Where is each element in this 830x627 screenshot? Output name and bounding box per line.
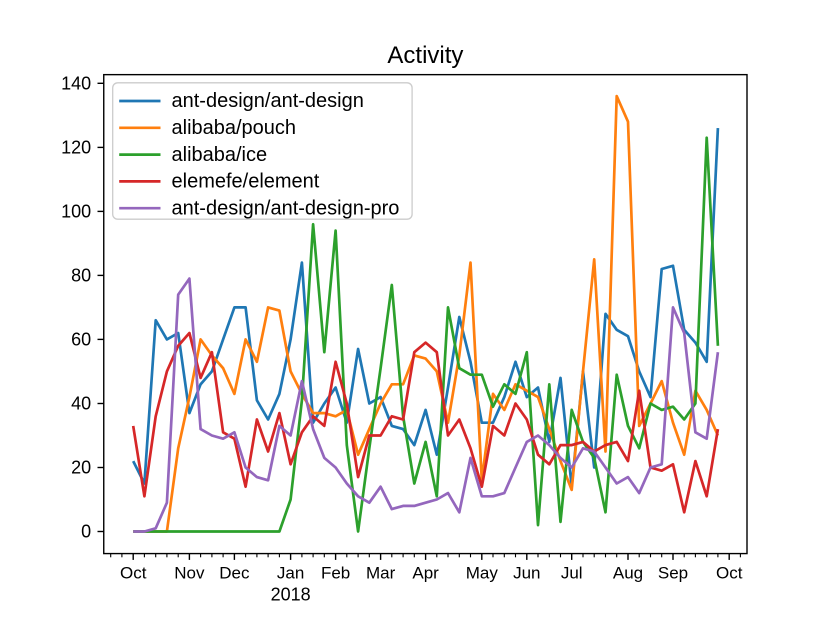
svg-text:Apr: Apr: [412, 564, 439, 583]
svg-text:Oct: Oct: [120, 564, 147, 583]
svg-text:elemefe/element: elemefe/element: [172, 171, 320, 193]
svg-text:Nov: Nov: [174, 564, 205, 583]
svg-text:Feb: Feb: [321, 564, 350, 583]
svg-text:40: 40: [71, 394, 91, 414]
svg-text:ant-design/ant-design: ant-design/ant-design: [172, 90, 364, 112]
svg-text:120: 120: [61, 138, 91, 158]
svg-text:Activity: Activity: [387, 42, 463, 69]
svg-text:80: 80: [71, 266, 91, 286]
svg-text:2018: 2018: [271, 585, 311, 605]
svg-text:Mar: Mar: [366, 564, 396, 583]
svg-text:alibaba/ice: alibaba/ice: [172, 144, 268, 166]
svg-text:Dec: Dec: [219, 564, 250, 583]
svg-text:Jul: Jul: [561, 564, 583, 583]
svg-text:Jan: Jan: [277, 564, 304, 583]
svg-text:alibaba/pouch: alibaba/pouch: [172, 117, 297, 139]
svg-text:Oct: Oct: [716, 564, 743, 583]
svg-text:0: 0: [81, 522, 91, 542]
svg-text:140: 140: [61, 74, 91, 94]
svg-text:Jun: Jun: [513, 564, 540, 583]
svg-text:ant-design/ant-design-pro: ant-design/ant-design-pro: [172, 197, 400, 219]
svg-text:May: May: [466, 564, 499, 583]
svg-text:100: 100: [61, 202, 91, 222]
svg-text:60: 60: [71, 330, 91, 350]
svg-text:Aug: Aug: [613, 564, 643, 583]
svg-text:20: 20: [71, 458, 91, 478]
svg-text:Sep: Sep: [658, 564, 688, 583]
